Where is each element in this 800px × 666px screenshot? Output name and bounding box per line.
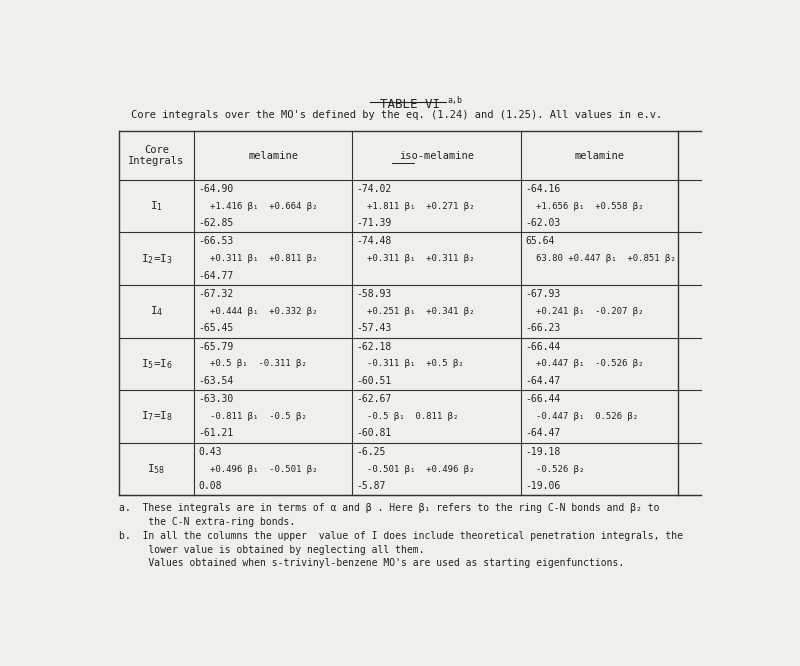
- Text: +0.311 β₁  +0.311 β₂: +0.311 β₁ +0.311 β₂: [367, 254, 474, 263]
- Text: -0.526 β₂: -0.526 β₂: [536, 464, 585, 474]
- Text: -64.90: -64.90: [198, 184, 234, 194]
- Text: -62.85: -62.85: [198, 218, 234, 228]
- Text: melamine: melamine: [574, 151, 625, 161]
- Text: -65.79: -65.79: [198, 342, 234, 352]
- Text: -60.51: -60.51: [356, 376, 391, 386]
- Text: -66.44: -66.44: [525, 394, 560, 404]
- Text: -0.811 β₁  -0.5 β₂: -0.811 β₁ -0.5 β₂: [210, 412, 306, 421]
- Text: 0.43: 0.43: [198, 447, 222, 457]
- Text: I$_7$=I$_8$: I$_7$=I$_8$: [141, 410, 173, 424]
- Text: 63.80 +0.447 β₁  +0.851 β₂: 63.80 +0.447 β₁ +0.851 β₂: [536, 254, 676, 263]
- Text: +0.5 β₁  -0.311 β₂: +0.5 β₁ -0.311 β₂: [210, 360, 306, 368]
- Text: -19.18: -19.18: [525, 447, 560, 457]
- Text: -63.30: -63.30: [198, 394, 234, 404]
- Text: Values obtained when s-trivinyl-benzene MO's are used as starting eigenfunctions: Values obtained when s-trivinyl-benzene …: [118, 558, 624, 568]
- Text: a.  These integrals are in terms of α and β . Here β₁ refers to the ring C-N bon: a. These integrals are in terms of α and…: [118, 503, 659, 513]
- Text: -63.54: -63.54: [198, 376, 234, 386]
- Text: the C-N extra-ring bonds.: the C-N extra-ring bonds.: [118, 517, 295, 527]
- Text: Core
Integrals: Core Integrals: [128, 145, 185, 166]
- Text: -60.81: -60.81: [356, 428, 391, 438]
- Text: I$_{58}$: I$_{58}$: [147, 462, 166, 476]
- Text: -64.47: -64.47: [525, 428, 560, 438]
- Text: -6.25: -6.25: [356, 447, 386, 457]
- Text: +1.811 β₁  +0.271 β₂: +1.811 β₁ +0.271 β₂: [367, 202, 474, 210]
- Text: -62.03: -62.03: [525, 218, 560, 228]
- Text: -66.23: -66.23: [525, 323, 560, 333]
- Text: +0.241 β₁  -0.207 β₂: +0.241 β₁ -0.207 β₂: [536, 307, 644, 316]
- Text: Core integrals over the MO's defined by the eq. (1.24) and (1.25). All values in: Core integrals over the MO's defined by …: [131, 110, 662, 120]
- Text: +1.416 β₁  +0.664 β₂: +1.416 β₁ +0.664 β₂: [210, 202, 318, 210]
- Text: +0.447 β₁  -0.526 β₂: +0.447 β₁ -0.526 β₂: [536, 360, 644, 368]
- Text: -61.21: -61.21: [198, 428, 234, 438]
- Text: -19.06: -19.06: [525, 481, 560, 491]
- Text: iso-melamine: iso-melamine: [398, 151, 474, 161]
- Text: -58.93: -58.93: [356, 289, 391, 299]
- Text: -71.39: -71.39: [356, 218, 391, 228]
- Text: -0.501 β₁  +0.496 β₂: -0.501 β₁ +0.496 β₂: [367, 464, 474, 474]
- Text: lower value is obtained by neglecting all them.: lower value is obtained by neglecting al…: [118, 545, 424, 555]
- Text: -66.44: -66.44: [525, 342, 560, 352]
- Text: 65.64: 65.64: [525, 236, 554, 246]
- Text: +0.311 β₁  +0.811 β₂: +0.311 β₁ +0.811 β₂: [210, 254, 318, 263]
- Text: -0.5 β₁  0.811 β₂: -0.5 β₁ 0.811 β₂: [367, 412, 458, 421]
- Text: -62.18: -62.18: [356, 342, 391, 352]
- Text: -0.447 β₁  0.526 β₂: -0.447 β₁ 0.526 β₂: [536, 412, 638, 421]
- Text: +0.444 β₁  +0.332 β₂: +0.444 β₁ +0.332 β₂: [210, 307, 318, 316]
- Text: b.  In all the columns the upper  value of I does include theoretical penetratio: b. In all the columns the upper value of…: [118, 531, 682, 541]
- Text: TABLE VI: TABLE VI: [380, 98, 440, 111]
- Text: -66.53: -66.53: [198, 236, 234, 246]
- Text: I$_2$=I$_3$: I$_2$=I$_3$: [141, 252, 172, 266]
- Text: +0.251 β₁  +0.341 β₂: +0.251 β₁ +0.341 β₂: [367, 307, 474, 316]
- Text: -57.43: -57.43: [356, 323, 391, 333]
- Text: +0.496 β₁  -0.501 β₂: +0.496 β₁ -0.501 β₂: [210, 464, 318, 474]
- Text: I$_4$: I$_4$: [150, 304, 163, 318]
- Text: -62.67: -62.67: [356, 394, 391, 404]
- Text: -5.87: -5.87: [356, 481, 386, 491]
- Text: I$_1$: I$_1$: [150, 199, 163, 213]
- Text: melamine: melamine: [248, 151, 298, 161]
- Text: -67.32: -67.32: [198, 289, 234, 299]
- Text: -74.02: -74.02: [356, 184, 391, 194]
- Text: -64.16: -64.16: [525, 184, 560, 194]
- Text: I$_5$=I$_6$: I$_5$=I$_6$: [141, 357, 173, 371]
- Text: -74.48: -74.48: [356, 236, 391, 246]
- Text: +1.656 β₁  +0.558 β₂: +1.656 β₁ +0.558 β₂: [536, 202, 644, 210]
- Text: -67.93: -67.93: [525, 289, 560, 299]
- Text: 0.08: 0.08: [198, 481, 222, 491]
- Text: -0.311 β₁  +0.5 β₂: -0.311 β₁ +0.5 β₂: [367, 360, 464, 368]
- Text: -64.77: -64.77: [198, 270, 234, 280]
- Text: a,b: a,b: [448, 97, 463, 105]
- Text: -65.45: -65.45: [198, 323, 234, 333]
- Text: -64.47: -64.47: [525, 376, 560, 386]
